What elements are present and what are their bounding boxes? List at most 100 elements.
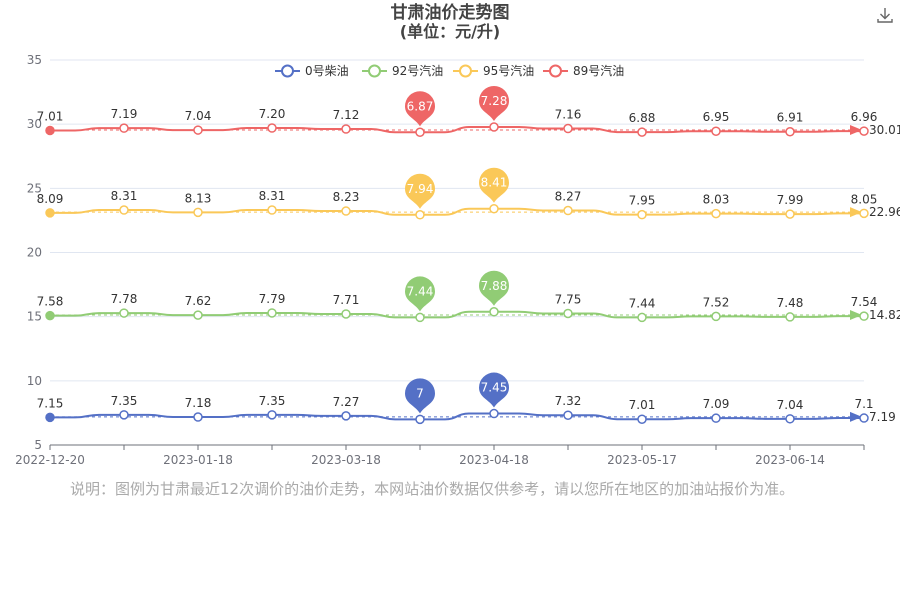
data-label: 7.35 — [111, 394, 138, 408]
x-tick-label: 2023-06-14 — [755, 453, 825, 467]
series-line — [50, 412, 864, 421]
data-label: 7.20 — [259, 107, 286, 121]
chart-subtitle: (单位：元/升) — [399, 22, 501, 41]
data-point — [711, 126, 721, 136]
marker-pin — [405, 173, 435, 209]
marker-pin-label: 7 — [416, 386, 424, 400]
y-tick-label: 10 — [27, 374, 42, 388]
data-label: 8.09 — [37, 192, 64, 206]
marker-pin-label: 7.44 — [407, 284, 434, 298]
legend[interactable]: 0号柴油 92号汽油 95号汽油 89号汽油 — [275, 63, 624, 78]
data-point — [637, 209, 647, 220]
average-arrow — [850, 310, 862, 321]
data-label: 7.12 — [333, 108, 360, 122]
data-label: 6.91 — [777, 111, 804, 125]
data-point — [859, 126, 869, 136]
data-point — [785, 414, 795, 424]
y-tick-label: 35 — [27, 53, 42, 67]
line-layer — [45, 122, 869, 425]
data-point — [119, 205, 129, 215]
legend-label: 0号柴油 — [305, 64, 349, 78]
y-tick-label: 30 — [27, 117, 42, 131]
data-point — [341, 206, 351, 216]
data-label: 7.35 — [259, 394, 286, 408]
series-line — [50, 310, 864, 319]
data-point — [637, 312, 647, 323]
x-tick-label: 2023-03-18 — [311, 453, 381, 467]
data-label: 7.95 — [629, 194, 656, 208]
x-tick-label: 2023-01-18 — [163, 453, 233, 467]
data-label: 7.79 — [259, 292, 286, 306]
data-point — [119, 410, 129, 420]
marker-pin — [479, 270, 509, 306]
data-label: 7.32 — [555, 394, 582, 408]
data-point — [785, 126, 795, 137]
y-tick-label: 5 — [34, 438, 42, 452]
data-label: 7.04 — [185, 109, 212, 123]
data-point — [785, 312, 795, 322]
data-label: 7.01 — [37, 109, 64, 123]
data-point — [45, 125, 55, 136]
data-point — [785, 209, 795, 219]
data-label: 7.19 — [111, 107, 138, 121]
legend-item[interactable]: 0号柴油 — [275, 64, 349, 78]
legend-item[interactable]: 95号汽油 — [453, 63, 534, 78]
data-label: 6.95 — [703, 110, 730, 124]
legend-item[interactable]: 92号汽油 — [362, 63, 443, 78]
legend-label: 92号汽油 — [392, 63, 443, 78]
chart-title: 甘肃油价走势图 — [390, 3, 510, 23]
pin-layer: 7 7.45 7.44 7.88 7.94 8.41 6.87 7.28 — [405, 85, 509, 414]
marker-pin — [479, 372, 509, 408]
data-label: 8.03 — [703, 193, 730, 207]
footnote: 说明：图例为甘肃最近12次调价的油价走势，本网站油价数据仅供参考，请以您所在地区… — [70, 480, 795, 498]
average-value-label: 7.19 — [869, 410, 896, 424]
data-label: 7.01 — [629, 398, 656, 412]
average-value-label: 22.96 — [869, 205, 900, 219]
data-point — [489, 307, 499, 317]
data-point — [267, 410, 277, 420]
data-point — [637, 127, 647, 137]
marker-pin-label: 8.41 — [481, 176, 508, 190]
data-point — [193, 207, 203, 218]
data-label: 7.09 — [703, 397, 730, 411]
data-point — [193, 412, 203, 422]
marker-pin — [405, 91, 435, 127]
average-arrow — [850, 411, 862, 422]
data-point — [415, 312, 425, 323]
data-label: 8.13 — [185, 191, 212, 205]
data-point — [45, 208, 55, 218]
marker-pin-label: 6.87 — [407, 99, 434, 113]
series-line — [50, 207, 864, 216]
data-label: 8.23 — [333, 190, 360, 204]
data-label: 8.31 — [111, 189, 138, 203]
data-point — [341, 124, 351, 134]
legend-symbol — [368, 64, 381, 78]
data-point — [489, 203, 499, 214]
y-tick-label: 15 — [27, 310, 42, 324]
data-point — [711, 311, 721, 322]
data-point — [563, 410, 573, 420]
average-arrow — [850, 124, 862, 135]
data-point — [267, 123, 277, 133]
marker-pin — [479, 167, 509, 203]
data-point — [193, 310, 203, 320]
data-point — [859, 311, 869, 321]
data-label: 6.96 — [851, 110, 878, 124]
marker-pin — [405, 378, 435, 414]
x-tick-label: 2023-05-17 — [607, 453, 677, 467]
data-label: 6.88 — [629, 111, 656, 125]
data-point — [119, 123, 129, 133]
legend-symbol — [549, 64, 562, 78]
legend-item[interactable]: 89号汽油 — [543, 63, 624, 78]
download-icon[interactable] — [876, 6, 894, 24]
data-label: 7.1 — [854, 397, 873, 411]
data-point — [563, 123, 573, 134]
data-point — [415, 414, 425, 425]
data-label: 7.15 — [37, 396, 64, 410]
data-label: 7.18 — [185, 396, 212, 410]
marker-pin — [479, 85, 509, 121]
data-point — [415, 127, 425, 138]
data-label: 7.58 — [37, 295, 64, 309]
data-point — [267, 308, 277, 318]
data-label: 7.44 — [629, 296, 656, 310]
